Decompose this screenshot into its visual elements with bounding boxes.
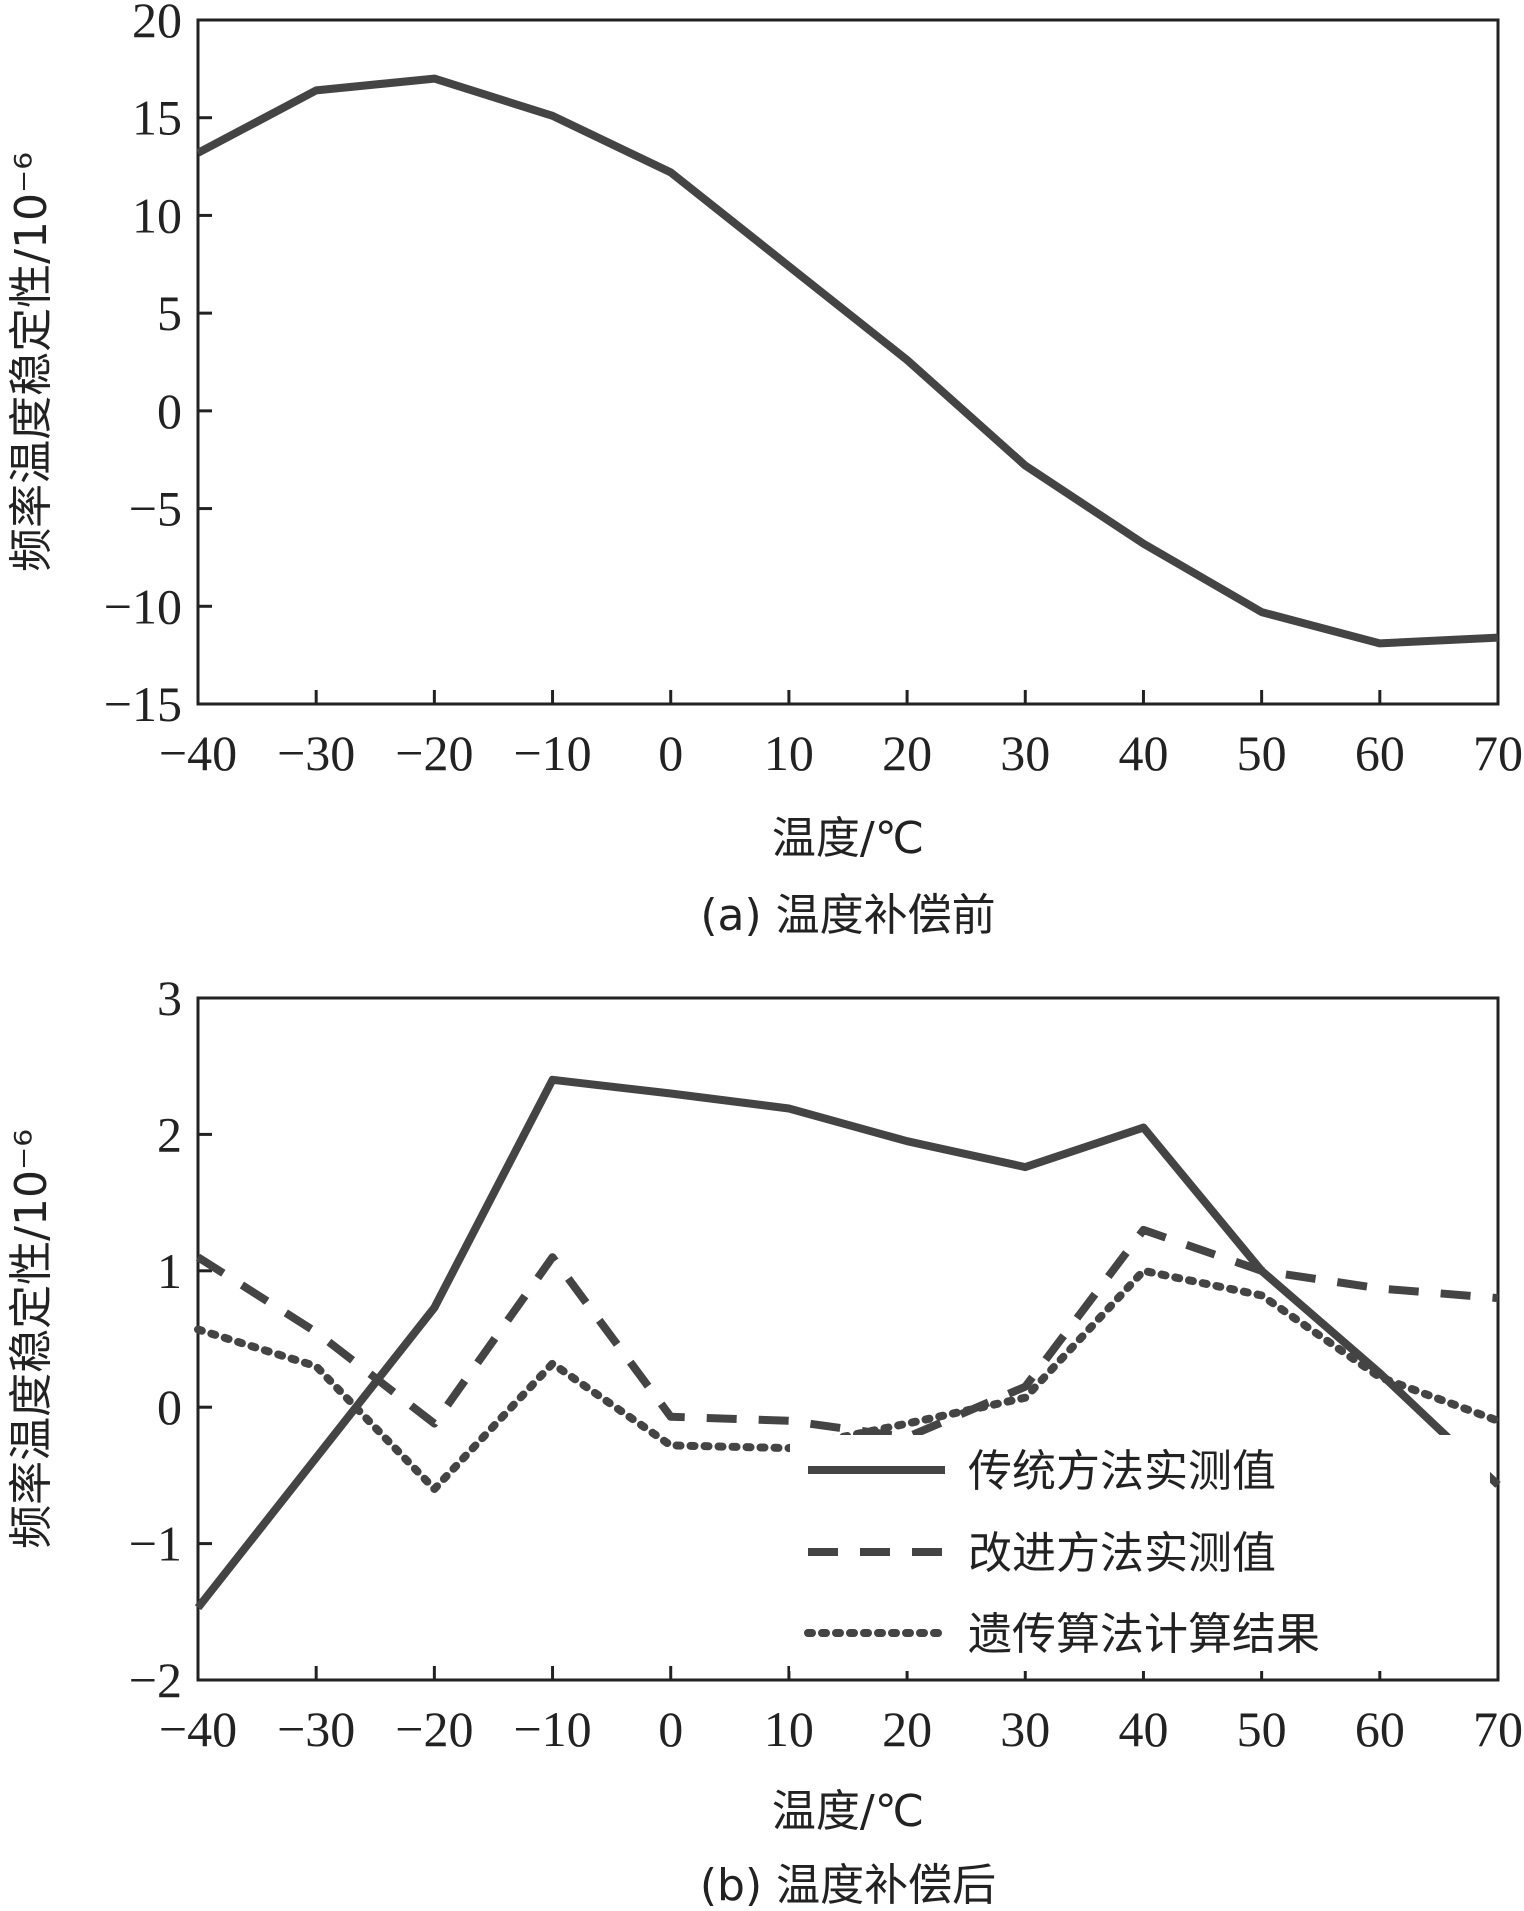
x-tick-label: 60	[1355, 1701, 1405, 1757]
series-line-solid	[196, 74, 1499, 648]
y-tick-label: −15	[104, 676, 182, 732]
chart-b-legend: 传统方法实测值 改进方法实测值 遗传算法计算结果	[790, 1435, 1490, 1671]
x-tick-label: 20	[882, 1701, 932, 1757]
x-tick-label: 60	[1355, 725, 1405, 781]
x-tick-label: −20	[395, 725, 473, 781]
x-tick-label: 50	[1237, 1701, 1287, 1757]
x-tick-label: 40	[1118, 1701, 1168, 1757]
x-tick-label: 10	[764, 1701, 814, 1757]
chart-a-caption: (a) 温度补偿前	[700, 890, 995, 941]
x-tick-label: 70	[1473, 725, 1523, 781]
x-tick-label: −30	[277, 1701, 355, 1757]
y-tick-label: −2	[129, 1652, 182, 1708]
y-tick-label: 10	[132, 187, 182, 243]
legend-label-traditional: 传统方法实测值	[968, 1446, 1276, 1497]
x-tick-label: 30	[1000, 725, 1050, 781]
x-tick-label: 0	[658, 725, 683, 781]
chart-b-x-axis: −40 −30 −20 −10 0 10 20 30 40 50 60 70	[159, 1666, 1523, 1757]
y-tick-label: 0	[157, 383, 182, 439]
series-line-solid	[194, 1075, 1501, 1611]
chart-a-series-group	[196, 74, 1499, 648]
x-tick-label: −10	[513, 1701, 591, 1757]
x-tick-label: 50	[1237, 725, 1287, 781]
chart-b-x-axis-title: 温度/℃	[772, 1786, 924, 1837]
x-tick-label: −40	[159, 1701, 237, 1757]
x-tick-label: 40	[1118, 725, 1168, 781]
x-tick-label: −30	[277, 725, 355, 781]
legend-label-genetic-algorithm: 遗传算法计算结果	[968, 1609, 1320, 1660]
chart-b-y-axis: −2 −1 0 1 2 3	[129, 970, 212, 1708]
y-tick-label: 20	[132, 0, 182, 48]
y-tick-label: −5	[129, 481, 182, 537]
chart-a-y-axis-title: 频率温度稳定性/10⁻⁶	[6, 152, 57, 572]
chart-a-y-axis: −15 −10 −5 0 5 10 15 20	[104, 0, 212, 732]
y-tick-label: 0	[157, 1379, 182, 1435]
chart-b-plot-frame	[196, 996, 1500, 1682]
y-tick-label: 5	[157, 285, 182, 341]
x-tick-label: 30	[1000, 1701, 1050, 1757]
x-tick-label: −20	[395, 1701, 473, 1757]
chart-a-before-compensation: −15 −10 −5 0 5 10 15 20 −40 −30 −20 −10 0 10 20 30 40 50…	[6, 0, 1523, 941]
chart-a-plot-frame	[196, 18, 1500, 706]
x-tick-label: 0	[658, 1701, 683, 1757]
y-tick-label: 15	[132, 90, 182, 146]
chart-b-caption: (b) 温度补偿后	[700, 1860, 996, 1911]
x-tick-label: 70	[1473, 1701, 1523, 1757]
x-tick-label: −40	[159, 725, 237, 781]
x-tick-label: −10	[513, 725, 591, 781]
x-tick-label: 10	[764, 725, 814, 781]
chart-b-y-axis-title: 频率温度稳定性/10⁻⁶	[6, 1129, 57, 1549]
y-tick-label: −10	[104, 578, 182, 634]
y-tick-label: 2	[157, 1106, 182, 1162]
y-tick-label: 3	[157, 970, 182, 1026]
y-tick-label: 1	[157, 1243, 182, 1299]
series-line-dashed	[195, 1225, 1499, 1442]
legend-label-improved: 改进方法实测值	[968, 1528, 1276, 1579]
chart-a-x-axis: −40 −30 −20 −10 0 10 20 30 40 50 60 70	[159, 690, 1523, 781]
x-tick-label: 20	[882, 725, 932, 781]
y-tick-label: −1	[129, 1516, 182, 1572]
chart-a-x-axis-title: 温度/℃	[772, 813, 924, 864]
